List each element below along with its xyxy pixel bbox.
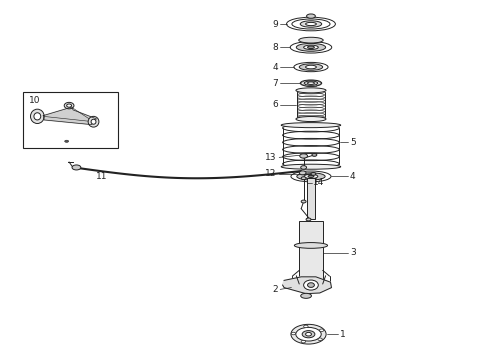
- Ellipse shape: [300, 21, 322, 27]
- Ellipse shape: [306, 332, 312, 336]
- Text: 11: 11: [96, 172, 107, 181]
- Ellipse shape: [301, 340, 306, 343]
- Ellipse shape: [294, 62, 328, 72]
- Ellipse shape: [308, 82, 315, 85]
- Ellipse shape: [296, 327, 321, 341]
- Ellipse shape: [91, 119, 96, 124]
- Ellipse shape: [72, 165, 81, 170]
- Ellipse shape: [301, 166, 307, 169]
- Ellipse shape: [306, 22, 317, 26]
- Ellipse shape: [88, 116, 99, 127]
- Bar: [307, 178, 315, 220]
- Ellipse shape: [307, 14, 316, 18]
- Text: 10: 10: [28, 96, 40, 105]
- Ellipse shape: [301, 200, 306, 203]
- Ellipse shape: [306, 218, 311, 221]
- Ellipse shape: [301, 293, 312, 298]
- Ellipse shape: [296, 88, 326, 93]
- Ellipse shape: [65, 140, 69, 142]
- Text: 1: 1: [340, 330, 346, 339]
- Ellipse shape: [304, 81, 318, 85]
- Ellipse shape: [304, 325, 308, 328]
- Bar: [23, 92, 118, 148]
- Text: 9: 9: [272, 19, 278, 28]
- Bar: [299, 221, 323, 284]
- Ellipse shape: [291, 171, 331, 182]
- Ellipse shape: [300, 154, 308, 158]
- Ellipse shape: [296, 43, 326, 51]
- Ellipse shape: [290, 41, 332, 53]
- Text: 8: 8: [272, 43, 278, 52]
- Ellipse shape: [312, 153, 317, 156]
- Ellipse shape: [307, 282, 315, 286]
- Text: 6: 6: [272, 100, 278, 109]
- Polygon shape: [43, 107, 97, 125]
- Ellipse shape: [308, 283, 315, 287]
- Text: 14: 14: [314, 178, 325, 187]
- Text: 4: 4: [272, 63, 278, 72]
- Ellipse shape: [300, 80, 322, 86]
- Ellipse shape: [34, 113, 41, 120]
- Ellipse shape: [299, 171, 306, 175]
- Ellipse shape: [67, 104, 72, 107]
- Text: 3: 3: [350, 248, 356, 257]
- Ellipse shape: [302, 330, 315, 338]
- Ellipse shape: [30, 109, 44, 123]
- Ellipse shape: [287, 17, 335, 31]
- Text: 12: 12: [266, 170, 277, 179]
- Ellipse shape: [296, 117, 326, 122]
- Ellipse shape: [301, 177, 306, 180]
- Ellipse shape: [318, 338, 322, 341]
- Ellipse shape: [291, 332, 295, 335]
- Text: 7: 7: [272, 79, 278, 88]
- Ellipse shape: [293, 281, 330, 287]
- Ellipse shape: [299, 64, 323, 70]
- Ellipse shape: [281, 123, 341, 128]
- Ellipse shape: [304, 280, 318, 290]
- Text: 2: 2: [272, 285, 278, 294]
- Ellipse shape: [291, 324, 326, 344]
- Ellipse shape: [292, 19, 330, 29]
- Ellipse shape: [294, 243, 328, 248]
- Ellipse shape: [311, 172, 316, 175]
- Text: 13: 13: [265, 153, 277, 162]
- Polygon shape: [283, 277, 331, 294]
- Ellipse shape: [299, 37, 323, 43]
- Text: 4: 4: [350, 172, 356, 181]
- Ellipse shape: [304, 174, 318, 179]
- Ellipse shape: [297, 173, 325, 180]
- Ellipse shape: [319, 329, 324, 332]
- Ellipse shape: [306, 65, 317, 69]
- Ellipse shape: [308, 175, 314, 177]
- Ellipse shape: [304, 45, 318, 49]
- Text: 5: 5: [350, 138, 356, 147]
- Ellipse shape: [308, 46, 315, 49]
- Ellipse shape: [64, 102, 74, 109]
- Ellipse shape: [281, 164, 341, 169]
